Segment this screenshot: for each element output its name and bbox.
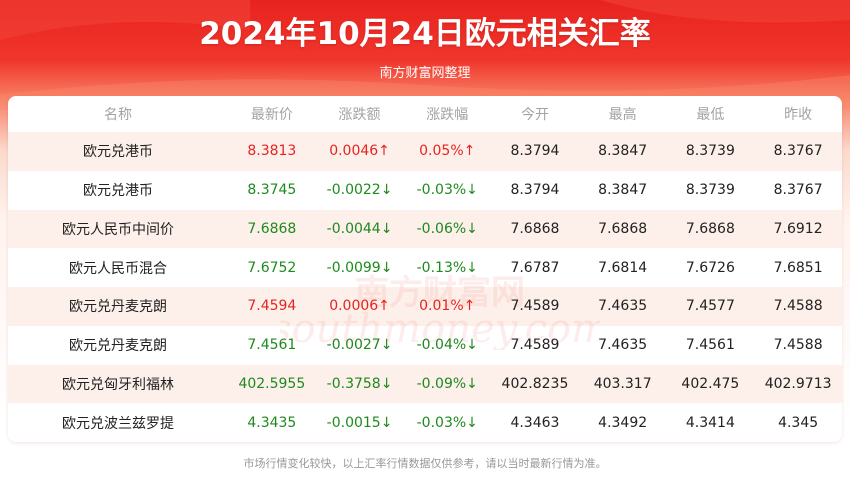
- cell-pct: -0.13%↓: [403, 248, 492, 287]
- cell-change: -0.0044↓: [315, 209, 404, 249]
- cell-high: 7.6814: [578, 248, 667, 287]
- table-row: 欧元兑丹麦克朗 7.4561 -0.0027↓ -0.04%↓ 7.4589 7.4635…: [8, 325, 842, 365]
- cell-low: 7.4577: [666, 287, 755, 326]
- cell-low: 8.3739: [666, 132, 755, 171]
- cell-name: 欧元人民币中间价: [8, 209, 228, 249]
- cell-name: 欧元兑波兰兹罗提: [8, 403, 228, 442]
- cell-change: -0.0022↓: [315, 170, 404, 210]
- cell-name: 欧元人民币混合: [8, 248, 228, 287]
- col-header-prev: 昨收: [784, 107, 813, 123]
- cell-latest: 7.6868: [228, 209, 316, 249]
- cell-change: 0.0006↑: [315, 287, 404, 326]
- cell-low: 4.3414: [666, 403, 755, 442]
- cell-latest: 7.4561: [228, 325, 316, 365]
- rate-table-card: 名称 最新价 涨跌额 涨跌幅 今开 最高 最低 昨收 欧元兑港币 8.3813 0.…: [8, 96, 842, 442]
- cell-pct: -0.09%↓: [403, 364, 492, 404]
- cell-low: 7.6868: [666, 209, 755, 249]
- rate-table: 名称 最新价 涨跌额 涨跌幅 今开 最高 最低 昨收 欧元兑港币 8.3813 0.…: [8, 96, 842, 442]
- table-row: 欧元兑港币 8.3813 0.0046↑ 0.05%↑ 8.3794 8.3847 8.37…: [8, 132, 842, 171]
- table-row: 欧元人民币中间价 7.6868 -0.0044↓ -0.06%↓ 7.6868 7.686…: [8, 209, 842, 249]
- cell-change: -0.3758↓: [315, 364, 404, 404]
- cell-change: -0.0015↓: [315, 403, 404, 442]
- cell-latest: 8.3813: [228, 132, 316, 171]
- cell-prev: 7.4588: [754, 325, 842, 365]
- col-header-pct: 涨跌幅: [426, 107, 469, 123]
- cell-latest: 402.5955: [228, 364, 316, 404]
- cell-change: -0.0099↓: [315, 248, 404, 287]
- cell-open: 8.3794: [491, 170, 579, 210]
- table-row: 欧元人民币混合 7.6752 -0.0099↓ -0.13%↓ 7.6787 7.6814…: [8, 248, 842, 287]
- cell-open: 402.8235: [491, 364, 579, 404]
- cell-latest: 7.6752: [228, 248, 316, 287]
- cell-open: 4.3463: [491, 403, 579, 442]
- cell-prev: 8.3767: [754, 132, 842, 171]
- page-title: 2024年10月24日欧元相关汇率: [199, 16, 651, 52]
- cell-name: 欧元兑港币: [8, 170, 228, 210]
- cell-change: -0.0027↓: [315, 325, 404, 365]
- cell-high: 8.3847: [578, 170, 667, 210]
- cell-pct: -0.03%↓: [403, 170, 492, 210]
- cell-open: 7.4589: [491, 325, 579, 365]
- cell-high: 7.4635: [578, 287, 667, 326]
- cell-open: 8.3794: [491, 132, 579, 171]
- cell-name: 欧元兑匈牙利福林: [8, 364, 228, 404]
- cell-high: 7.4635: [578, 325, 667, 365]
- cell-prev: 7.6912: [754, 209, 842, 249]
- table-row: 欧元兑波兰兹罗提 4.3435 -0.0015↓ -0.03%↓ 4.3463 4.349…: [8, 403, 842, 442]
- cell-prev: 402.9713: [754, 364, 842, 404]
- cell-open: 7.4589: [491, 287, 579, 326]
- cell-prev: 7.4588: [754, 287, 842, 326]
- cell-high: 4.3492: [578, 403, 667, 442]
- cell-prev: 4.345: [754, 403, 842, 442]
- cell-latest: 8.3745: [228, 170, 316, 210]
- cell-high: 403.317: [578, 364, 667, 404]
- cell-change: 0.0046↑: [315, 132, 404, 171]
- col-header-high: 最高: [608, 107, 637, 123]
- cell-high: 7.6868: [578, 209, 667, 249]
- table-row: 欧元兑丹麦克朗 7.4594 0.0006↑ 0.01%↑ 7.4589 7.4635 7.…: [8, 287, 842, 326]
- col-header-open: 今开: [520, 107, 549, 123]
- cell-pct: 0.01%↑: [403, 287, 492, 326]
- col-header-change: 涨跌额: [338, 107, 381, 123]
- cell-pct: 0.05%↑: [403, 132, 492, 171]
- footer-bar: [0, 448, 850, 500]
- cell-open: 7.6787: [491, 248, 579, 287]
- cell-low: 402.475: [666, 364, 755, 404]
- cell-prev: 8.3767: [754, 170, 842, 210]
- col-header-latest: 最新价: [250, 107, 293, 123]
- cell-name: 欧元兑丹麦克朗: [8, 325, 228, 365]
- cell-name: 欧元兑港币: [8, 132, 228, 171]
- cell-name: 欧元兑丹麦克朗: [8, 287, 228, 326]
- cell-pct: -0.04%↓: [403, 325, 492, 365]
- cell-low: 7.4561: [666, 325, 755, 365]
- cell-pct: -0.03%↓: [403, 403, 492, 442]
- table-header-row: 名称 最新价 涨跌额 涨跌幅 今开 最高 最低 昨收: [8, 96, 842, 132]
- cell-latest: 7.4594: [228, 287, 316, 326]
- table-row: 欧元兑匈牙利福林 402.5955 -0.3758↓ -0.09%↓ 402.8235 4…: [8, 364, 842, 404]
- cell-prev: 7.6851: [754, 248, 842, 287]
- table-row: 欧元兑港币 8.3745 -0.0022↓ -0.03%↓ 8.3794 8.3847 8.…: [8, 170, 842, 210]
- cell-low: 8.3739: [666, 170, 755, 210]
- cell-open: 7.6868: [491, 209, 579, 249]
- cell-pct: -0.06%↓: [403, 209, 492, 249]
- col-header-low: 最低: [696, 107, 725, 123]
- cell-low: 7.6726: [666, 248, 755, 287]
- page-subtitle: 南方财富网整理: [379, 66, 471, 81]
- cell-high: 8.3847: [578, 132, 667, 171]
- footer-disclaimer: 市场行情变化较快，以上汇率行情数据仅供参考，请以当时最新行情为准。: [243, 457, 607, 470]
- col-header-name: 名称: [104, 107, 132, 123]
- cell-latest: 4.3435: [228, 403, 316, 442]
